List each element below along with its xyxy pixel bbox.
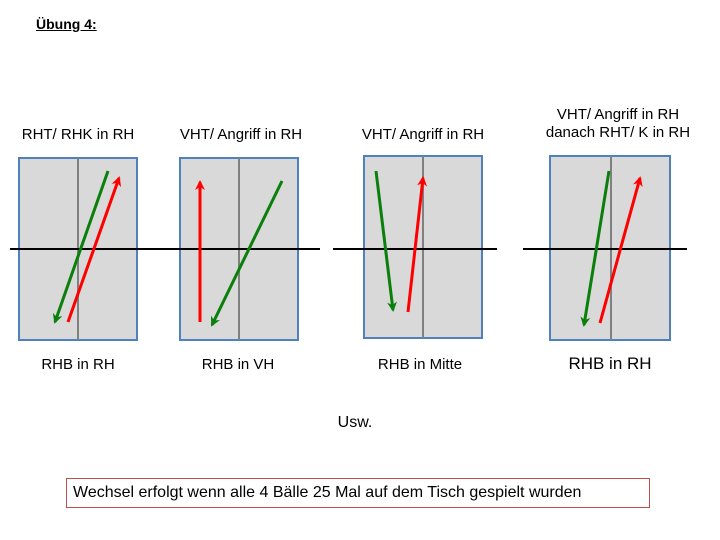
diagram-2-top-label: VHT/ Angriff in RH	[179, 126, 303, 143]
diagram-1-red-arrow	[66, 176, 122, 323]
diagram-4-top-label-line1: VHT/ Angriff in RH	[556, 106, 680, 123]
diagram-3-red-arrow	[406, 176, 428, 313]
exercise-title: Übung 4:	[36, 16, 97, 32]
usw-text: Usw.	[337, 414, 373, 431]
diagram-1-green-arrow	[52, 170, 110, 324]
diagram-1-table	[10, 157, 157, 341]
note-box: Wechsel erfolgt wenn alle 4 Bälle 25 Mal…	[66, 478, 650, 508]
diagram-1-top-label: RHT/ RHK in RH	[21, 126, 135, 143]
diagram-2-green-arrow	[210, 180, 284, 327]
diagram-4-red-arrow	[598, 176, 643, 324]
diagram-2-bottom-label: RHB in VH	[201, 356, 275, 373]
diagram-3-green-arrow	[374, 170, 397, 312]
diagram-4-bottom-label: RHB in RH	[568, 354, 652, 373]
diagram-3-bottom-label: RHB in Mitte	[377, 356, 463, 373]
diagram-1-bottom-label: RHB in RH	[41, 356, 115, 373]
diagram-4-table	[523, 155, 687, 341]
diagram-4-green-arrow	[580, 170, 611, 327]
diagram-2-table	[157, 157, 320, 341]
diagram-3-table	[333, 155, 497, 339]
diagram-4-top-label: VHT/ Angriff in RH danach RHT/ K in RH	[532, 106, 704, 142]
diagram-4-top-label-line2: danach RHT/ K in RH	[545, 124, 691, 141]
diagram-3-top-label: VHT/ Angriff in RH	[361, 126, 485, 143]
